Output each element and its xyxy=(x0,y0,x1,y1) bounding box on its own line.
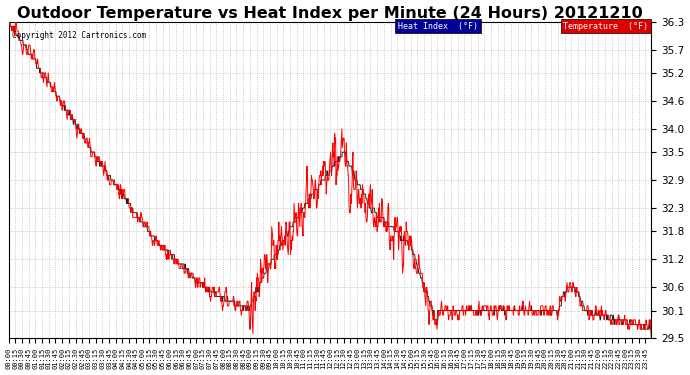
Title: Outdoor Temperature vs Heat Index per Minute (24 Hours) 20121210: Outdoor Temperature vs Heat Index per Mi… xyxy=(17,6,643,21)
Text: Heat Index  (°F): Heat Index (°F) xyxy=(398,22,478,31)
Text: Copyright 2012 Cartronics.com: Copyright 2012 Cartronics.com xyxy=(12,31,146,40)
Text: Temperature  (°F): Temperature (°F) xyxy=(563,22,649,31)
